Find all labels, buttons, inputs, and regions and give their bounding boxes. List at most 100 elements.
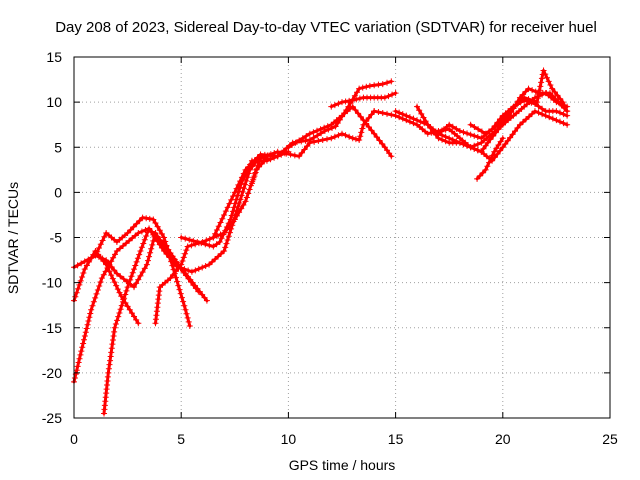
data-point bbox=[521, 94, 528, 101]
data-point bbox=[414, 103, 421, 110]
series-track-10 bbox=[285, 103, 395, 160]
data-point bbox=[199, 291, 206, 298]
data-point bbox=[163, 251, 170, 258]
data-point bbox=[114, 317, 121, 324]
data-point bbox=[456, 139, 463, 146]
data-point bbox=[230, 193, 237, 200]
data-point bbox=[118, 302, 125, 309]
data-point bbox=[285, 144, 292, 151]
data-point bbox=[113, 282, 120, 289]
x-tick-label: 10 bbox=[281, 431, 297, 447]
data-point bbox=[549, 115, 556, 122]
data-point bbox=[119, 298, 126, 305]
data-point bbox=[186, 236, 193, 243]
data-point bbox=[356, 137, 363, 144]
data-point bbox=[134, 255, 141, 262]
data-point bbox=[251, 173, 258, 180]
data-point bbox=[561, 103, 568, 110]
data-point bbox=[467, 144, 474, 151]
data-point bbox=[131, 284, 138, 291]
data-point bbox=[185, 267, 192, 274]
data-point bbox=[72, 293, 79, 300]
data-point bbox=[356, 95, 363, 102]
data-point bbox=[152, 220, 159, 227]
data-point bbox=[531, 108, 538, 115]
data-point bbox=[130, 223, 137, 230]
data-point bbox=[497, 138, 504, 145]
data-point bbox=[331, 133, 338, 140]
data-point bbox=[129, 235, 136, 242]
data-point bbox=[98, 275, 105, 282]
y-tick-label: 15 bbox=[46, 49, 62, 65]
data-point bbox=[240, 202, 247, 209]
data-point bbox=[126, 237, 133, 244]
data-point bbox=[357, 133, 364, 140]
data-point bbox=[109, 341, 116, 348]
data-point bbox=[304, 143, 311, 150]
data-point bbox=[245, 163, 252, 170]
data-point bbox=[122, 291, 129, 298]
data-point bbox=[359, 125, 366, 132]
data-point bbox=[375, 109, 382, 116]
data-point bbox=[213, 241, 220, 248]
data-point bbox=[181, 302, 188, 309]
data-point bbox=[318, 130, 325, 137]
data-point bbox=[73, 289, 80, 296]
data-point bbox=[135, 320, 142, 327]
data-point bbox=[486, 159, 493, 166]
data-point bbox=[180, 298, 187, 305]
y-tick-label: -5 bbox=[50, 230, 63, 246]
data-point bbox=[74, 363, 81, 370]
data-point bbox=[192, 267, 199, 274]
data-point bbox=[536, 87, 543, 94]
data-point bbox=[170, 271, 177, 278]
y-axis-label: SDTVAR / TECUs bbox=[5, 182, 21, 294]
data-point bbox=[504, 137, 511, 144]
data-point bbox=[319, 137, 326, 144]
data-point bbox=[156, 241, 163, 248]
data-point bbox=[406, 114, 413, 121]
data-point bbox=[256, 158, 263, 165]
data-point bbox=[379, 109, 386, 116]
data-point bbox=[519, 91, 526, 98]
data-point bbox=[368, 111, 375, 118]
data-point bbox=[129, 269, 136, 276]
data-point bbox=[150, 231, 157, 238]
data-point bbox=[522, 88, 529, 95]
data-point bbox=[478, 128, 485, 135]
data-point bbox=[116, 309, 123, 316]
data-point bbox=[500, 114, 507, 121]
data-point bbox=[105, 365, 112, 372]
data-point bbox=[99, 237, 106, 244]
data-point bbox=[529, 87, 536, 94]
data-point bbox=[553, 117, 560, 124]
data-point bbox=[80, 340, 87, 347]
data-point bbox=[186, 322, 193, 329]
data-point bbox=[167, 275, 174, 282]
data-point bbox=[233, 185, 240, 192]
data-point bbox=[346, 97, 353, 104]
data-point bbox=[90, 298, 97, 305]
data-point bbox=[310, 129, 317, 136]
data-point bbox=[78, 348, 85, 355]
data-point bbox=[194, 285, 201, 292]
data-point bbox=[366, 82, 373, 89]
series-track-16 bbox=[467, 67, 571, 137]
data-point bbox=[346, 133, 353, 140]
data-point bbox=[352, 107, 359, 114]
data-point bbox=[113, 248, 120, 255]
data-point bbox=[484, 163, 491, 170]
data-point bbox=[303, 132, 310, 139]
data-point bbox=[182, 235, 189, 242]
data-point bbox=[218, 250, 225, 257]
data-point bbox=[288, 141, 295, 148]
data-point bbox=[152, 235, 159, 242]
data-point bbox=[359, 84, 366, 91]
data-point bbox=[264, 152, 271, 159]
data-point bbox=[74, 262, 81, 269]
data-point bbox=[233, 196, 240, 203]
data-point bbox=[467, 131, 474, 138]
data-series bbox=[71, 67, 571, 417]
data-point bbox=[131, 266, 138, 273]
data-point bbox=[121, 295, 128, 302]
